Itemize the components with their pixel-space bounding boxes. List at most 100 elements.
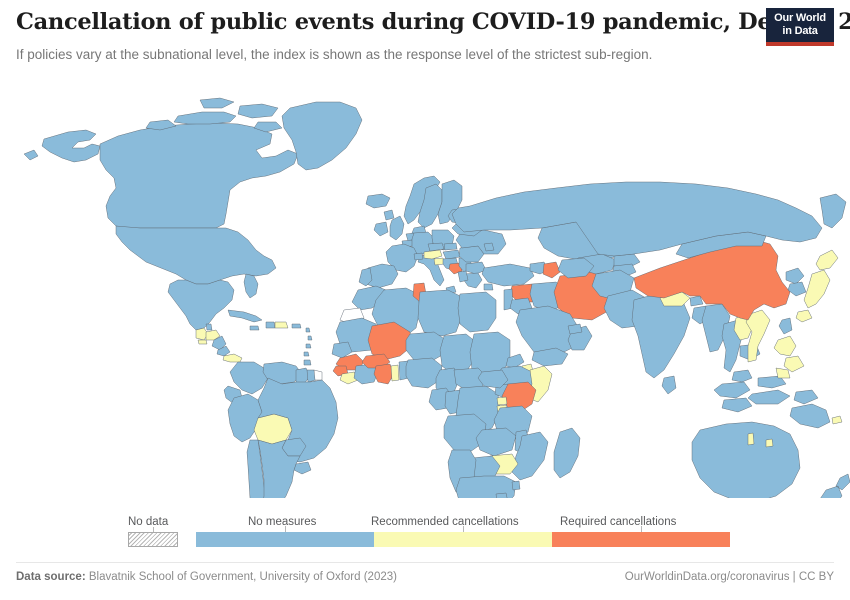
country-india[interactable] [632, 294, 690, 378]
country-liberia[interactable] [340, 372, 358, 384]
country-ireland[interactable] [374, 222, 388, 236]
country-moldova[interactable] [484, 243, 494, 251]
country-japan[interactable] [796, 250, 838, 322]
country-austria[interactable] [424, 250, 442, 259]
legend-bucket-recommended-cancellations[interactable] [374, 532, 552, 547]
legend-bucket-required-cancellations[interactable] [552, 532, 730, 547]
country-costa-rica[interactable] [217, 346, 230, 356]
country-australia[interactable] [692, 422, 800, 498]
legend-label-recommended-cancellations: Recommended cancellations [371, 516, 519, 528]
country-bhutan[interactable] [690, 296, 703, 306]
country-solomon-islands[interactable] [832, 416, 842, 424]
country-slovakia[interactable] [444, 243, 457, 250]
country-colombia[interactable] [230, 362, 268, 394]
country-senegal[interactable] [332, 342, 352, 358]
country-mali[interactable] [368, 322, 412, 360]
country-north-korea[interactable] [786, 268, 804, 284]
country-canada[interactable] [100, 123, 298, 228]
country-uae[interactable] [568, 324, 582, 334]
country-rwanda[interactable] [497, 397, 507, 405]
country-madagascar[interactable] [554, 428, 580, 478]
country-haiti[interactable] [266, 322, 275, 328]
country-albania-macedonia[interactable] [458, 271, 468, 282]
country-south-korea[interactable] [788, 282, 806, 296]
country-bulgaria[interactable] [466, 262, 486, 274]
legend-tick-3 [641, 526, 642, 532]
country-peru[interactable] [228, 394, 262, 442]
country-papua-new-guinea[interactable] [790, 404, 830, 428]
map-legend[interactable]: No data No measures Recommended cancella… [0, 505, 850, 553]
country-sweden[interactable] [418, 184, 442, 228]
country-vietnam[interactable] [746, 310, 770, 362]
country-dominican-republic[interactable] [275, 322, 288, 328]
country-french-guiana[interactable] [314, 370, 322, 380]
country-mexico[interactable] [168, 280, 234, 330]
country-libya[interactable] [418, 290, 462, 336]
country-czechia[interactable] [428, 243, 444, 251]
country-nigeria[interactable] [406, 358, 442, 388]
country-honduras[interactable] [206, 330, 220, 340]
country-malaysia[interactable] [732, 370, 786, 388]
country-united-kingdom[interactable] [384, 210, 404, 240]
country-fiji[interactable] [766, 439, 773, 447]
country-greenland[interactable] [282, 102, 362, 170]
country-russia-kamchatka[interactable] [820, 194, 846, 228]
country-ghana[interactable] [374, 364, 394, 384]
country-eswatini[interactable] [512, 481, 520, 490]
country-brazil[interactable] [258, 378, 338, 462]
country-switzerland[interactable] [414, 253, 423, 260]
country-united-states-florida[interactable] [244, 274, 258, 298]
legend-label-no-data: No data [128, 516, 169, 528]
country-sri-lanka[interactable] [662, 376, 676, 394]
country-new-zealand[interactable] [818, 474, 850, 498]
country-iceland[interactable] [366, 194, 390, 208]
country-yemen[interactable] [532, 348, 568, 366]
country-azerbaijan[interactable] [543, 262, 560, 278]
country-trinidad-and-tobago[interactable] [304, 360, 311, 365]
country-jamaica[interactable] [250, 326, 259, 330]
country-philippines[interactable] [774, 336, 804, 378]
country-indonesia[interactable] [714, 382, 818, 412]
owid-logo[interactable]: Our World in Data [766, 8, 834, 46]
country-united-states-alaska[interactable] [24, 130, 100, 162]
country-egypt[interactable] [458, 292, 496, 332]
country-portugal[interactable] [359, 268, 372, 286]
country-argentina[interactable] [256, 440, 300, 498]
country-uruguay[interactable] [294, 462, 311, 474]
country-cuba[interactable] [228, 310, 262, 322]
country-south-sudan[interactable] [478, 370, 508, 388]
country-lesotho[interactable] [496, 493, 508, 498]
world-map-container[interactable] [0, 78, 850, 498]
country-turkmenistan[interactable] [558, 258, 594, 278]
footer-attribution[interactable]: OurWorldinData.org/coronavirus | CC BY [624, 571, 834, 583]
country-slovenia[interactable] [434, 258, 444, 265]
data-source-prefix: Data source: [16, 571, 86, 583]
country-mozambique[interactable] [512, 432, 548, 480]
country-venezuela[interactable] [263, 362, 302, 384]
legend-bucket-no-measures[interactable] [196, 532, 374, 547]
country-russia[interactable] [452, 182, 822, 256]
country-niger[interactable] [406, 332, 446, 362]
country-south-africa[interactable] [456, 476, 516, 498]
country-taiwan[interactable] [779, 318, 792, 334]
country-lesser-antilles[interactable] [304, 328, 312, 356]
world-map-svg[interactable] [0, 78, 850, 498]
country-belize[interactable] [206, 324, 212, 330]
country-guyana[interactable] [296, 368, 310, 384]
country-el-salvador[interactable] [198, 340, 207, 344]
country-eritrea[interactable] [506, 354, 524, 368]
country-france[interactable] [386, 244, 418, 272]
country-canada-arctic-islands[interactable] [146, 98, 312, 132]
country-chile[interactable] [247, 440, 266, 498]
country-hungary[interactable] [443, 250, 460, 259]
legend-swatch-no-data[interactable] [128, 532, 178, 547]
country-nicaragua[interactable] [212, 336, 226, 350]
country-togo[interactable] [391, 365, 399, 381]
country-zambia[interactable] [476, 428, 516, 456]
country-puerto-rico[interactable] [292, 324, 301, 328]
country-vanuatu[interactable] [748, 433, 754, 445]
country-panama[interactable] [223, 354, 242, 362]
country-turkey[interactable] [482, 264, 534, 286]
country-united-states[interactable] [116, 226, 276, 284]
country-bolivia[interactable] [254, 414, 292, 444]
